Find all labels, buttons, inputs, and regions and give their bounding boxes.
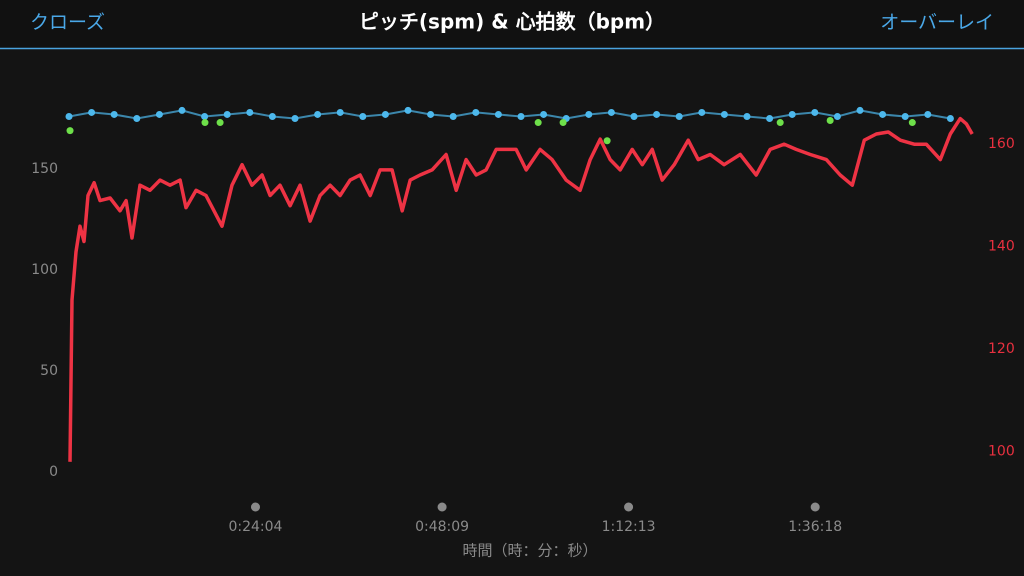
cadence-line [68,109,951,120]
cadence-dot [559,119,567,127]
cadence-dot [201,119,209,127]
cadence-dot [856,106,864,114]
header-bar [0,0,1024,48]
overlay-button[interactable]: オーバーレイ [880,12,994,34]
cadence-dot [291,115,299,122]
chart-title: ピッチ(spm) & 心拍数（bpm） [359,10,665,34]
cadence-dot [517,112,525,120]
cadence-dot [879,110,887,118]
cadence-dot [603,137,611,145]
cadence-dot [540,110,548,118]
cadence-dot [675,112,683,120]
cadence-dot [494,110,502,118]
cadence-dot [359,112,367,120]
close-button[interactable]: クローズ [30,12,105,34]
cadence-dot [449,112,457,120]
y2-tick-label: 140 [988,239,1015,255]
heart-rate-line [68,116,974,462]
x-tick-label: 1:36:18 [788,519,842,535]
cadence-dot [811,108,819,116]
cadence-dot [66,127,74,135]
cadence-dot [223,110,231,118]
cadence-dot [110,110,118,118]
cadence-dot [268,112,276,120]
cadence-dot [901,112,909,120]
cadence-dot [314,110,322,118]
x-tick-dot [810,502,820,512]
y2-tick-label: 160 [988,136,1015,152]
cadence-dot [201,112,209,120]
cadence-dot [776,119,784,127]
cadence-dot [833,112,841,120]
cadence-dot [788,110,796,118]
cadence-dot [908,119,916,127]
y-tick-label: 50 [40,363,58,379]
cadence-dot [88,108,96,116]
y-tick-label: 150 [31,161,58,177]
x-tick-dot [624,502,634,512]
x-tick-dot [437,502,447,512]
cadence-dot [133,115,141,122]
cadence-dot [404,106,412,114]
cadence-dot [766,115,774,122]
cadence-dot [427,110,435,118]
cadence-dot [826,117,834,125]
cadence-dot [924,110,932,118]
cadence-dot [630,112,638,120]
cadence-dot [472,108,480,116]
cadence-dot [653,110,661,118]
cadence-dot [743,112,751,120]
cadence-dot [720,110,728,118]
cadence-dot [946,115,954,122]
cadence-dot [698,108,706,116]
cadence-dot [246,108,254,116]
y-tick-label: 100 [31,262,58,278]
y2-tick-label: 100 [988,444,1015,460]
y-tick-label: 0 [49,464,58,480]
cadence-dot [155,110,163,118]
cadence-dot [65,112,73,120]
x-tick-label: 1:12:13 [602,519,656,535]
cadence-dot [216,119,224,127]
cadence-dot [178,106,186,114]
cadence-dot [534,119,542,127]
x-tick-label: 0:24:04 [228,519,282,535]
x-axis-title: 時間（時：分：秒） [462,542,597,560]
x-tick-label: 0:48:09 [415,519,469,535]
x-tick-dot [250,502,260,512]
cadence-dot [336,108,344,116]
cadence-dot [585,110,593,118]
cadence-dot [607,108,615,116]
cadence-dot [381,110,389,118]
y2-tick-label: 120 [988,341,1015,357]
